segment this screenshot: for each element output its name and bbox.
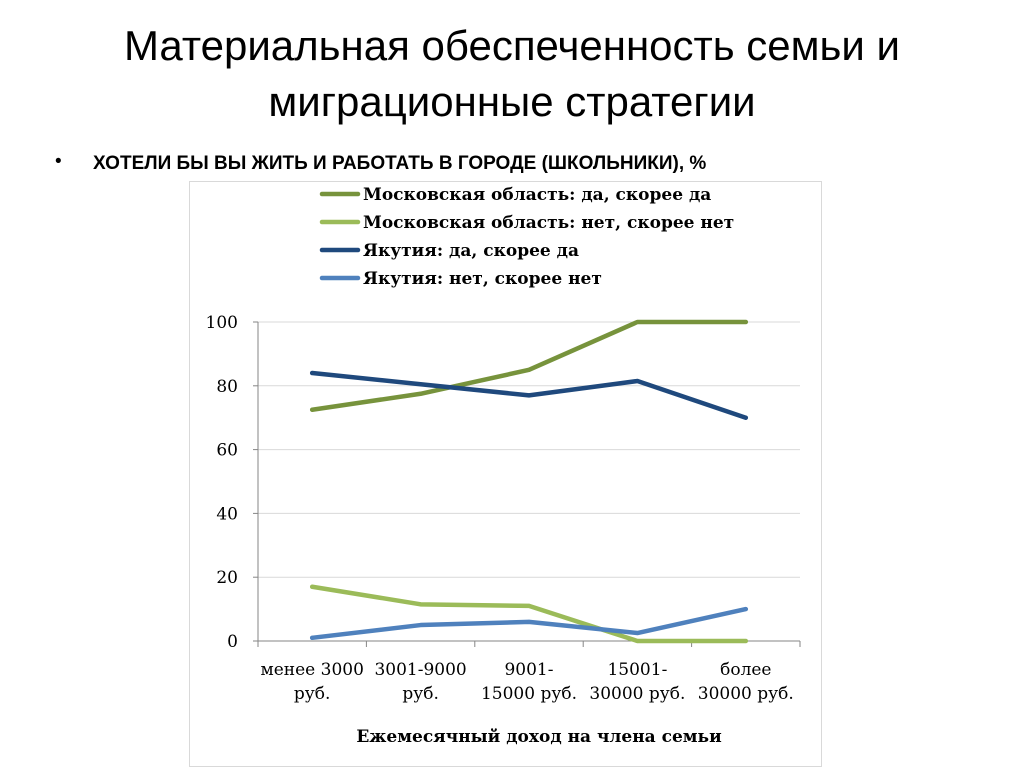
data-point [310, 635, 315, 640]
data-point [527, 393, 531, 398]
y-tick-label: 100 [206, 313, 238, 333]
slide-title: Материальная обеспеченность семьи и мигр… [0, 18, 1024, 130]
data-point [527, 619, 531, 624]
series-line [309, 584, 749, 644]
data-point [635, 379, 640, 384]
data-point [635, 320, 640, 324]
chart-question: ХОТЕЛИ БЫ ВЫ ЖИТЬ И РАБОТАТЬ В ГОРОДЕ (Ш… [93, 153, 707, 174]
legend-label: Московская область: нет, скорее нет [363, 213, 734, 233]
data-point [310, 407, 315, 412]
slide-title-line-1: Материальная обеспеченность семьи и [123, 22, 901, 69]
y-tick-label: 0 [227, 632, 238, 652]
x-tick-label: более 30000 руб. [698, 660, 794, 704]
x-tick-label: 9001-15000 руб. [481, 660, 577, 704]
x-tick-label: 15001-30000 руб. [589, 660, 685, 704]
data-point [310, 584, 315, 589]
bullet-marker: • [55, 151, 62, 172]
data-point [635, 639, 640, 643]
x-tick-label: менее 3000 руб. [260, 660, 363, 704]
data-point [310, 371, 315, 376]
data-point [743, 639, 748, 643]
data-point [635, 631, 640, 636]
chart-frame: 0 20 40 60 80 100 менее 3000 руб. 3001-9000 руб. 9… [189, 181, 822, 767]
data-point [743, 320, 748, 324]
y-tick-label: 80 [216, 377, 238, 397]
data-point [743, 607, 748, 612]
legend-label: Московская область: да, скорее да [363, 185, 711, 205]
data-point [418, 391, 423, 396]
y-tick-label: 60 [216, 441, 238, 461]
data-point [418, 623, 423, 628]
x-axis-title: Ежемесячный доход на члена семьи [356, 727, 722, 747]
data-point [527, 603, 531, 608]
data-point [743, 415, 748, 420]
data-point [418, 382, 423, 387]
y-tick-label: 20 [216, 568, 238, 588]
y-tick-label: 40 [216, 504, 238, 524]
line-chart: 0 20 40 60 80 100 менее 3000 руб.3001-9000 руб. 9… [206, 185, 801, 747]
legend-label: Якутия: да, скорее да [363, 241, 579, 261]
legend-label: Якутия: нет, скорее нет [363, 269, 602, 289]
data-point [527, 367, 531, 372]
data-point [418, 602, 423, 607]
x-tick-label: 3001-9000 руб. [374, 660, 466, 704]
slide-title-line-2: миграционные стратегии [268, 78, 756, 125]
